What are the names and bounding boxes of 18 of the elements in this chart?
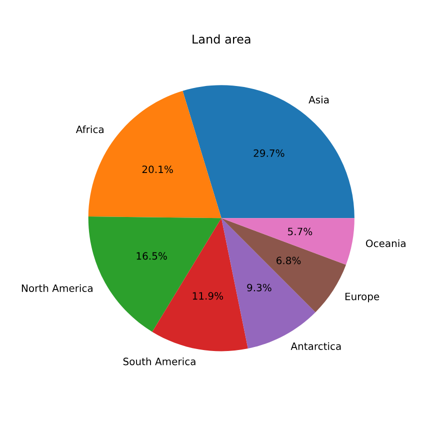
data-label: 9.3% bbox=[247, 284, 272, 292]
chart-title: Land area bbox=[192, 34, 250, 44]
data-label: 16.5% bbox=[136, 252, 167, 260]
slice-label: Asia bbox=[308, 96, 329, 104]
pie-slice bbox=[221, 218, 346, 312]
slice-label: Africa bbox=[76, 125, 104, 134]
pie-slice bbox=[221, 218, 354, 265]
slice-label: Europe bbox=[345, 292, 380, 302]
data-label: 11.9% bbox=[192, 292, 224, 300]
slice-label: Oceania bbox=[366, 239, 406, 248]
data-label: 20.1% bbox=[142, 166, 173, 174]
data-label: 6.8% bbox=[276, 256, 301, 264]
data-label: 5.7% bbox=[288, 228, 312, 236]
slice-label: North America bbox=[22, 284, 92, 292]
slice-label: Antarctica bbox=[290, 342, 341, 350]
slice-label: South America bbox=[123, 358, 196, 366]
pie-slice bbox=[182, 85, 354, 218]
data-label: 29.7% bbox=[254, 149, 284, 157]
